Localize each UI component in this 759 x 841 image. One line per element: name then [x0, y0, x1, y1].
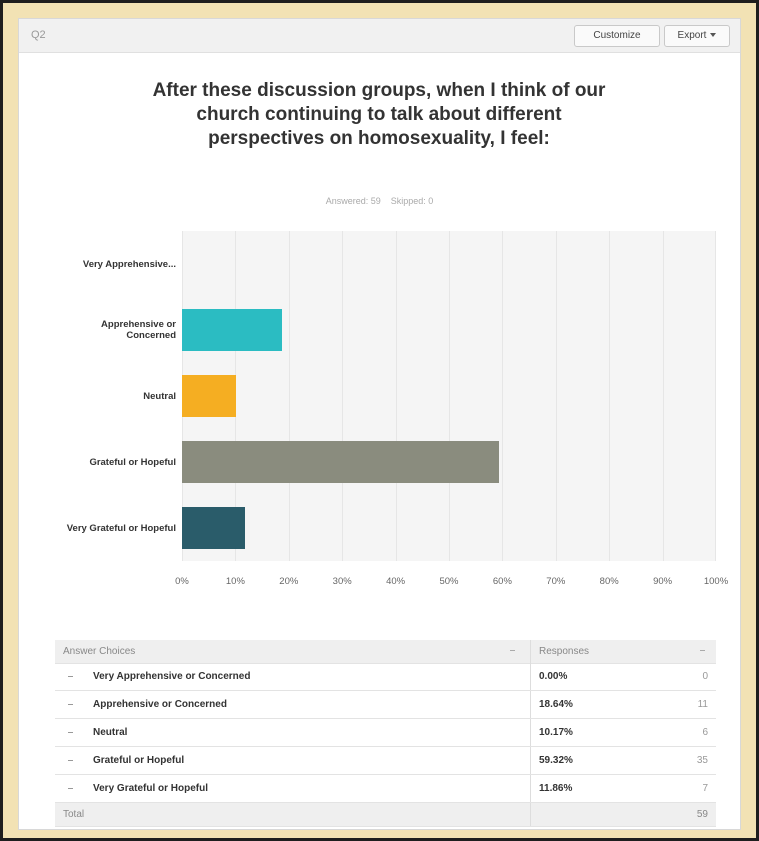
skipped: Skipped: 0: [390, 196, 434, 206]
response-count: 6: [702, 727, 708, 738]
response-percent: 0.00%: [539, 671, 568, 682]
y-tick-label: Very Apprehensive...: [82, 258, 176, 270]
button-label[interactable]: Customize: [593, 30, 641, 41]
x-tick-label: 70%: [546, 576, 566, 587]
expand-icon: [68, 788, 73, 789]
x-tick-label: 0%: [175, 576, 189, 587]
grid-line: [609, 231, 611, 561]
x-tick-label: 50%: [439, 576, 459, 587]
dropdown-arrow[interactable]: [710, 33, 717, 38]
grid-line: [555, 231, 557, 561]
column-header: Responses: [539, 646, 590, 657]
total-count: 59: [696, 809, 708, 820]
y-tick-label: Grateful or Hopeful: [89, 456, 176, 468]
expand-icon: [68, 732, 73, 733]
column-header: Answer Choices: [63, 646, 136, 657]
button-label[interactable]: Export: [677, 30, 707, 41]
chart-subtitle: Answered: 59 Skipped: 0: [19, 196, 740, 206]
y-tick-label: Neutral: [143, 390, 176, 402]
grid-line: [662, 231, 664, 561]
bar: [182, 309, 282, 351]
sort-icon: [510, 650, 515, 651]
column-separator: [530, 803, 531, 826]
response-count: 35: [696, 755, 708, 766]
x-tick-label: 30%: [332, 576, 352, 587]
response-count: 7: [702, 783, 708, 794]
plot-area: [182, 231, 716, 561]
y-tick-label: Very Grateful or Hopeful: [66, 522, 176, 534]
response-percent: 11.86%: [539, 783, 573, 794]
answer-choice: Very Grateful or Hopeful: [93, 783, 209, 794]
answer-choice: Grateful or Hopeful: [93, 755, 185, 766]
x-tick-label: 80%: [599, 576, 619, 587]
table-header: Answer Choices Responses: [55, 640, 716, 664]
response-percent: 10.17%: [539, 727, 573, 738]
answer-choice: Neutral: [93, 727, 128, 738]
column-separator: [530, 640, 531, 663]
y-tick-label: Apprehensive or Concerned: [101, 319, 176, 341]
grid-line: [502, 231, 504, 561]
x-tick-label: 60%: [492, 576, 512, 587]
table-row: Apprehensive or Concerned 18.64% 11: [55, 691, 716, 719]
answer-choice: Apprehensive or Concerned: [93, 699, 227, 710]
column-separator: [530, 691, 531, 718]
response-percent: 18.64%: [539, 699, 573, 710]
chart-title: After these discussion groups, when I th…: [152, 80, 606, 149]
bar: [182, 507, 246, 549]
export-button[interactable]: Export: [664, 25, 730, 47]
table-row: Grateful or Hopeful 59.32% 35: [55, 747, 716, 775]
bar: [182, 441, 499, 483]
grid-line: [449, 231, 450, 561]
grid-line: [342, 231, 344, 561]
expand-icon: [68, 704, 73, 705]
column-separator: [530, 775, 531, 802]
grid-line: [395, 231, 397, 561]
bar: [182, 375, 237, 417]
x-tick-label: 10%: [225, 576, 245, 587]
column-separator: [530, 747, 531, 774]
question-number: Q2: [31, 29, 46, 41]
table-row: Neutral 10.17% 6: [55, 719, 716, 747]
grid-line: [288, 231, 290, 561]
column-separator: [530, 719, 531, 746]
total-label: Total: [63, 809, 85, 820]
sort-icon: [700, 650, 705, 651]
x-tick-label: 100%: [703, 576, 729, 587]
response-count: 0: [702, 671, 708, 682]
response-percent: 59.32%: [539, 755, 573, 766]
expand-icon: [68, 760, 73, 761]
table-total: Total 59: [55, 803, 716, 827]
question-panel: Q2 Customize Export After these discussi…: [18, 18, 741, 830]
customize-button[interactable]: Customize: [574, 25, 660, 47]
table-row: Very Apprehensive or Concerned 0.00% 0: [55, 663, 716, 691]
x-tick-label: 20%: [279, 576, 299, 587]
grid-line: [715, 231, 716, 561]
panel-header: Q2 Customize Export: [19, 19, 740, 53]
answer-choice: Very Apprehensive or Concerned: [93, 671, 251, 682]
x-tick-label: 40%: [386, 576, 406, 587]
x-tick-label: 90%: [653, 576, 673, 587]
column-separator: [530, 663, 531, 690]
answered: Answered: 59: [325, 196, 381, 206]
table-row: Very Grateful or Hopeful 11.86% 7: [55, 775, 716, 803]
response-count: 11: [697, 699, 708, 710]
expand-icon: [68, 676, 73, 677]
